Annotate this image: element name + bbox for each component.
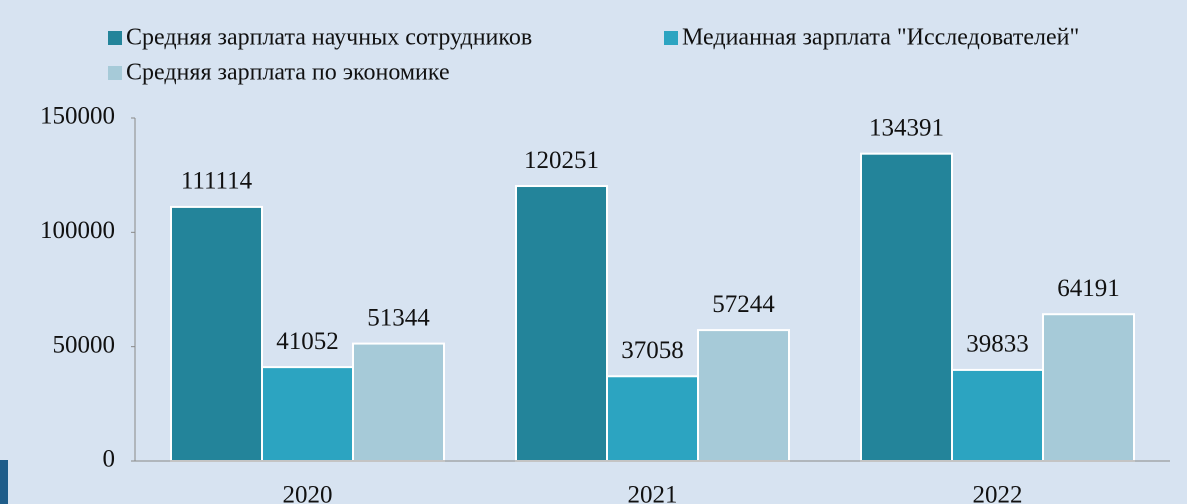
data-label: 64191 bbox=[1057, 275, 1120, 302]
legend-swatch bbox=[108, 31, 122, 45]
bar bbox=[951, 368, 1044, 462]
legend-swatch bbox=[108, 66, 122, 80]
y-tick-label: 50000 bbox=[53, 331, 116, 358]
decoration bbox=[0, 460, 8, 504]
data-label: 57244 bbox=[712, 291, 775, 318]
legend-swatch bbox=[664, 31, 678, 45]
data-label: 120251 bbox=[524, 147, 599, 174]
y-tick-label: 0 bbox=[103, 446, 116, 473]
x-tick-label: 2021 bbox=[628, 482, 678, 504]
bar bbox=[697, 329, 790, 462]
bar bbox=[606, 375, 699, 463]
data-label: 111114 bbox=[181, 168, 253, 195]
data-label: 134391 bbox=[869, 114, 944, 141]
bar bbox=[860, 152, 953, 463]
bar bbox=[515, 185, 608, 463]
data-label: 51344 bbox=[367, 304, 430, 331]
bar bbox=[352, 342, 445, 462]
data-label: 41052 bbox=[276, 328, 339, 355]
x-tick-label: 2020 bbox=[283, 482, 333, 504]
legend-label: Средняя зарплата научных сотрудников bbox=[126, 25, 532, 51]
x-tick-label: 2022 bbox=[973, 482, 1023, 504]
data-label: 37058 bbox=[621, 337, 684, 364]
y-tick-label: 100000 bbox=[40, 217, 115, 244]
bar bbox=[170, 205, 263, 462]
legend-label: Средняя зарплата по экономике bbox=[126, 60, 450, 86]
y-tick-label: 150000 bbox=[40, 103, 115, 130]
bar bbox=[261, 366, 354, 462]
legend: Средняя зарплата научных сотрудников Мед… bbox=[108, 25, 1079, 86]
legend-label: Медианная зарплата "Исследователей" bbox=[682, 25, 1079, 51]
bar bbox=[1042, 313, 1135, 462]
data-label: 39833 bbox=[966, 331, 1029, 358]
